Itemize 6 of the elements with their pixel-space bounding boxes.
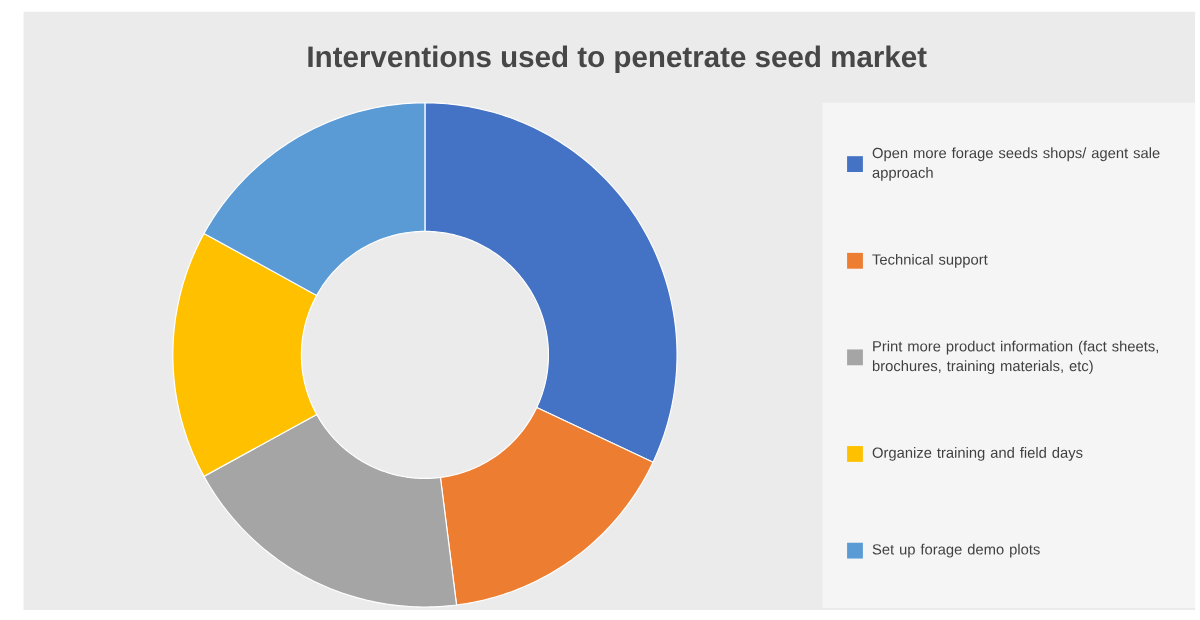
legend-label: Organize training and field days bbox=[872, 447, 1083, 461]
legend-label: Open more forage seeds shops/ agent sale approach bbox=[872, 147, 1160, 181]
chart-title: Interventions used to penetrate seed market bbox=[308, 45, 927, 74]
legend-label: Print more product information (fact sheets, brochures, training materials, etc) bbox=[872, 340, 1159, 375]
legend-label: Set up forage demo plots bbox=[872, 543, 1040, 558]
legend-label: Technical support bbox=[872, 253, 988, 268]
